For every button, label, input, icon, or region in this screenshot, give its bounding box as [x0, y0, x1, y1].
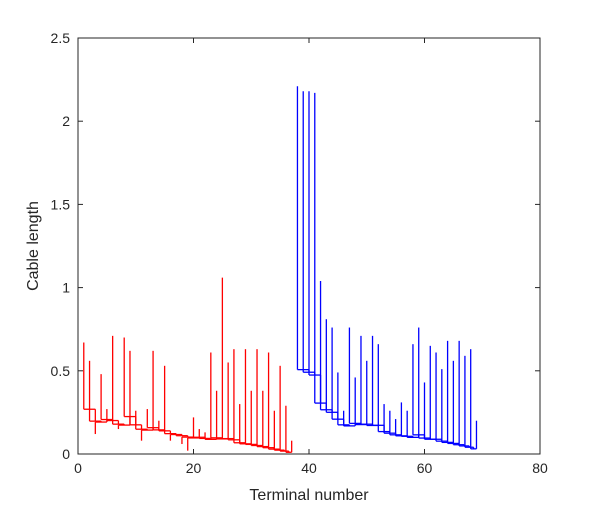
tick-layer: 0 20 40 60 80 0 0.5 1 1.5 2 2.5: [51, 30, 548, 476]
y-tick-label: 1.5: [51, 196, 71, 212]
dendrogram-series-2: [296, 86, 478, 450]
x-tick-label: 20: [186, 460, 202, 476]
y-tick-label: 2.5: [51, 30, 71, 46]
y-axis-label: Cable length: [25, 201, 42, 291]
y-tick-label: 0: [62, 446, 70, 462]
x-tick-label: 80: [532, 460, 548, 476]
series-layer: [83, 86, 478, 453]
y-tick-label: 1: [62, 280, 70, 296]
dendrogram-series-1: [83, 277, 293, 453]
x-tick-label: 40: [301, 460, 317, 476]
y-tick-label: 2: [62, 113, 70, 129]
x-axis-label: Terminal number: [249, 487, 369, 504]
x-tick-label: 0: [74, 460, 82, 476]
x-tick-label: 60: [417, 460, 433, 476]
y-tick-label: 0.5: [51, 363, 71, 379]
